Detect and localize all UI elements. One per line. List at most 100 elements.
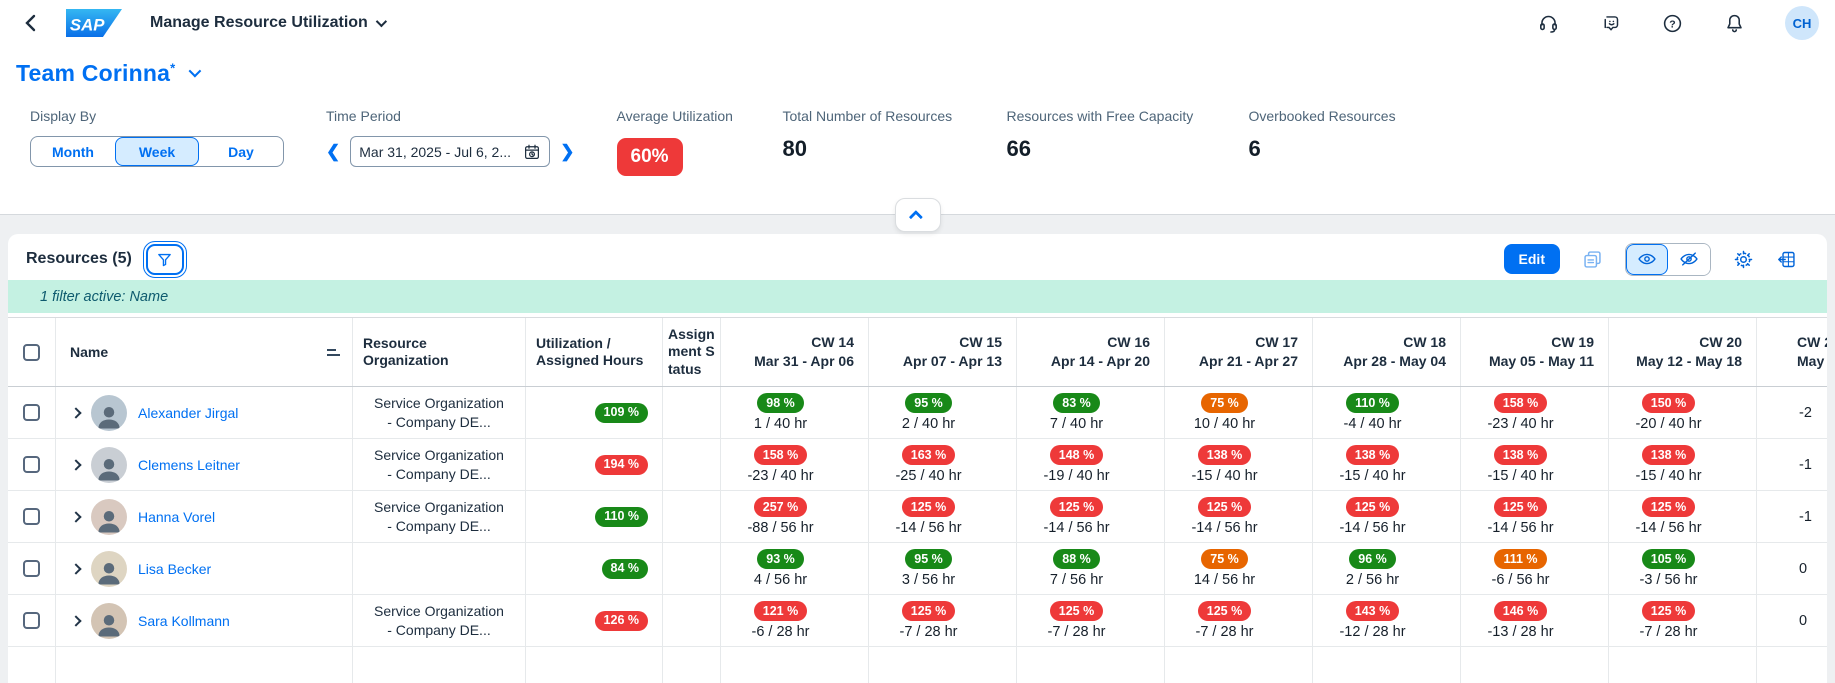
week-utilization-cell: -1 (1757, 491, 1827, 542)
week-utilization-badge: 125 % (1641, 601, 1696, 621)
week-hours-text: -15 / 40 hr (1487, 468, 1554, 484)
table-row: Sara Kollmann Service Organization - Comp… (8, 595, 1827, 647)
column-header-name[interactable]: Name (56, 318, 353, 386)
week-number: CW 15 (959, 334, 1002, 351)
app-title[interactable]: Manage Resource Utilization (150, 14, 387, 32)
display-by-group: Display By Month Week Day (30, 108, 284, 214)
row-checkbox-cell (8, 439, 56, 490)
week-utilization-cell: 138 % -15 / 40 hr (1461, 439, 1609, 490)
column-header-organization[interactable]: Resource Organization (353, 318, 526, 386)
copy-icon[interactable] (1582, 249, 1603, 270)
week-utilization-cell: 125 % -7 / 28 hr (1609, 595, 1757, 646)
back-icon[interactable] (16, 9, 44, 37)
week-range: Apr 14 - Apr 20 (1050, 353, 1150, 369)
time-period-group: Time Period ❮ Mar 31, 2025 - Jul 6, 2...… (326, 108, 575, 214)
support-headset-icon[interactable] (1537, 12, 1559, 34)
display-by-month-button[interactable]: Month (31, 137, 115, 166)
week-utilization-cell: 96 % 2 / 56 hr (1313, 543, 1461, 594)
week-range: Apr 28 - May 04 (1343, 353, 1446, 369)
week-hours-text: -1 (1799, 508, 1812, 525)
show-hide-group (1625, 242, 1711, 276)
page-header: Team Corinna* (0, 46, 1835, 94)
week-utilization-badge: 125 % (1493, 497, 1548, 517)
week-hours-text: 4 / 56 hr (753, 572, 808, 588)
user-avatar[interactable]: CH (1785, 6, 1819, 40)
resource-name-link[interactable]: Sara Kollmann (138, 612, 230, 629)
utilization-badge: 109 % (594, 402, 648, 423)
select-all-checkbox[interactable] (23, 343, 40, 361)
week-utilization-cell: 121 % -6 / 28 hr (721, 595, 869, 646)
week-hours-text: 2 / 56 hr (1345, 572, 1400, 588)
week-utilization-badge: 110 % (1346, 393, 1399, 413)
resource-name-link[interactable]: Clemens Leitner (138, 456, 240, 473)
next-period-icon[interactable]: ❯ (560, 142, 575, 161)
row-checkbox[interactable] (23, 404, 40, 421)
week-utilization-cell: 98 % 1 / 40 hr (721, 387, 869, 438)
week-number: CW 14 (811, 334, 854, 351)
week-hours-text: 3 / 56 hr (901, 572, 956, 588)
utilization-badge: 84 % (601, 558, 648, 579)
week-hours-text: -14 / 56 hr (1043, 520, 1110, 536)
column-header-utilization[interactable]: Utilization / Assigned Hours (526, 318, 663, 386)
week-utilization-badge: 125 % (901, 601, 956, 621)
avatar (91, 550, 127, 587)
utilization-badge: 126 % (594, 610, 648, 631)
expand-row-chevron-icon[interactable] (70, 510, 82, 523)
team-selector-chevron-icon[interactable] (188, 64, 202, 82)
week-utilization-cell: 0 (1757, 595, 1827, 646)
week-hours-text: 0 (1799, 560, 1808, 577)
help-icon[interactable]: ? (1661, 12, 1683, 34)
expand-row-chevron-icon[interactable] (70, 562, 82, 575)
resource-name-link[interactable]: Lisa Becker (138, 560, 212, 577)
assignment-status-cell (663, 543, 721, 594)
filter-info-bar[interactable]: 1 filter active: Name (8, 280, 1827, 313)
week-utilization-cell: 148 % -19 / 40 hr (1017, 439, 1165, 490)
week-hours-text: -13 / 28 hr (1487, 624, 1554, 640)
display-by-segmented: Month Week Day (30, 136, 284, 167)
edit-button[interactable]: Edit (1503, 244, 1560, 274)
column-header-assignment-status[interactable]: Assignment Status (663, 318, 721, 386)
expand-row-chevron-icon[interactable] (70, 614, 82, 627)
table-zone: Resources (5) Edit (0, 215, 1835, 683)
week-utilization-cell: -2 (1757, 387, 1827, 438)
expand-row-chevron-icon[interactable] (70, 406, 82, 419)
feedback-chat-icon[interactable] (1599, 12, 1621, 34)
show-details-eye-icon[interactable] (1626, 243, 1668, 275)
calendar-icon[interactable] (523, 143, 541, 161)
resource-name-link[interactable]: Alexander Jirgal (138, 404, 239, 421)
collapse-header-button[interactable] (894, 198, 941, 232)
hide-details-eye-off-icon[interactable] (1668, 243, 1710, 275)
week-range: May 12 - May 18 (1636, 353, 1742, 369)
week-number: CW 21 (1797, 334, 1827, 351)
display-by-week-button[interactable]: Week (115, 137, 199, 166)
column-header-week: CW 19 May 05 - May 11 (1461, 318, 1609, 386)
week-utilization-cell: 158 % -23 / 40 hr (1461, 387, 1609, 438)
row-checkbox-cell (8, 595, 56, 646)
week-range: May 05 - May 11 (1488, 353, 1594, 369)
expand-row-chevron-icon[interactable] (70, 458, 82, 471)
column-header-week: CW 20 May 12 - May 18 (1609, 318, 1757, 386)
table-toolbar: Resources (5) Edit (8, 234, 1827, 280)
kpi-free-capacity: Resources with Free Capacity 66 (1007, 108, 1249, 214)
week-hours-text: -15 / 40 hr (1191, 468, 1258, 484)
settings-gear-icon[interactable] (1733, 249, 1754, 270)
export-spreadsheet-icon[interactable] (1776, 249, 1797, 270)
week-hours-text: -15 / 40 hr (1339, 468, 1406, 484)
display-by-day-button[interactable]: Day (199, 137, 283, 166)
week-utilization-badge: 150 % (1641, 393, 1696, 413)
week-utilization-badge: 125 % (1049, 601, 1104, 621)
week-utilization-badge: 75 % (1201, 549, 1248, 569)
previous-period-icon[interactable]: ❮ (326, 142, 341, 161)
resource-name-link[interactable]: Hanna Vorel (138, 508, 216, 525)
name-cell: Alexander Jirgal (56, 387, 353, 438)
utilization-badge: 194 % (594, 454, 648, 475)
row-checkbox[interactable] (23, 612, 40, 629)
notifications-bell-icon[interactable] (1723, 12, 1745, 34)
week-utilization-cell: 75 % 10 / 40 hr (1165, 387, 1313, 438)
row-checkbox[interactable] (23, 456, 40, 473)
week-utilization-badge: 163 % (901, 445, 956, 465)
filter-funnel-button[interactable] (142, 240, 187, 278)
row-checkbox[interactable] (23, 508, 40, 525)
time-period-input[interactable]: Mar 31, 2025 - Jul 6, 2... (350, 136, 551, 167)
row-checkbox[interactable] (23, 560, 40, 577)
